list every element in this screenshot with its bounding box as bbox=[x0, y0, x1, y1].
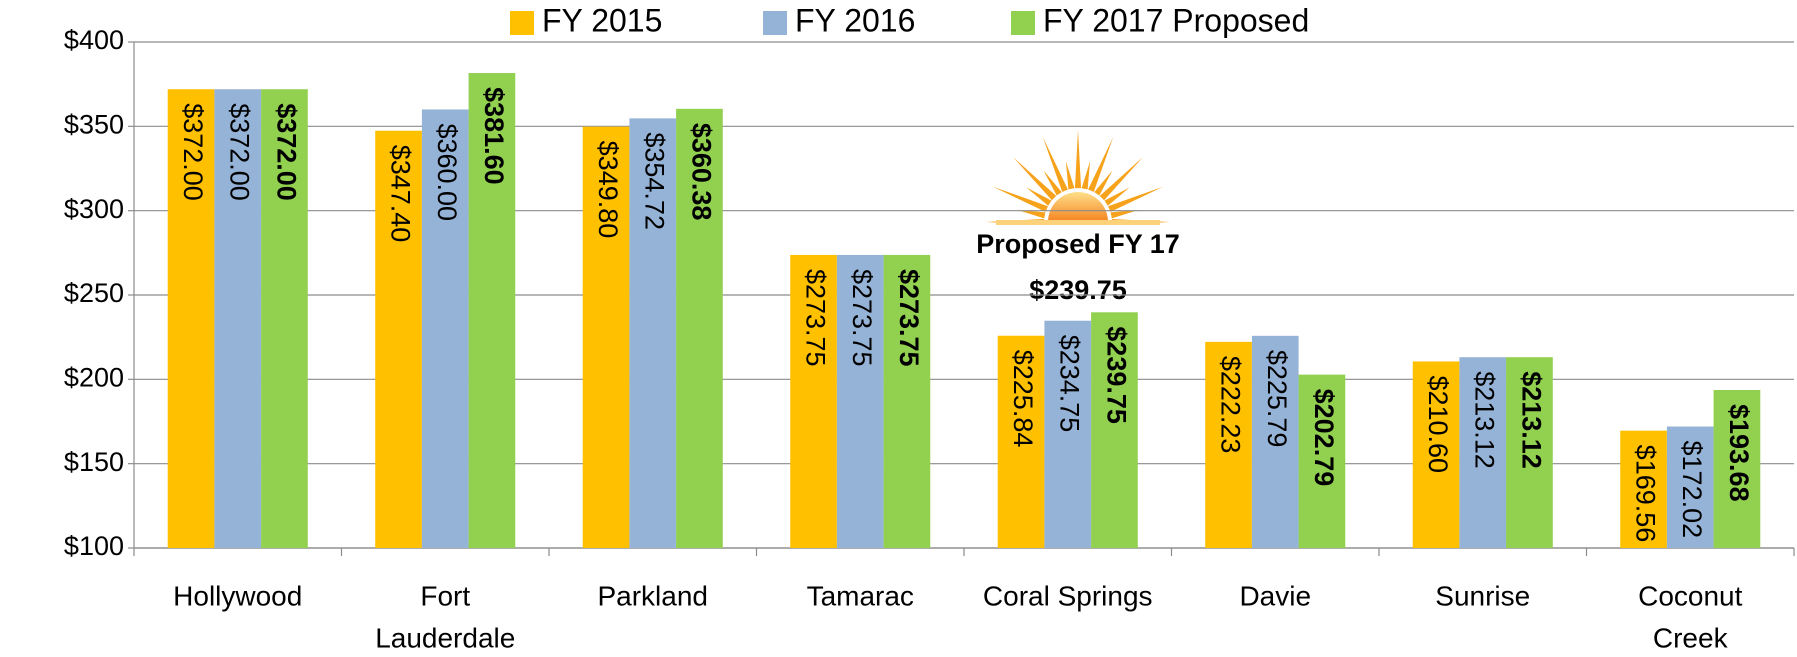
bar bbox=[883, 254, 931, 549]
value-label: $354.72 bbox=[640, 132, 670, 230]
value-label: $347.40 bbox=[385, 145, 415, 243]
sun-ray bbox=[1043, 170, 1062, 196]
x-tick-label: Parkland bbox=[597, 580, 708, 611]
sun-ray bbox=[1026, 187, 1052, 206]
value-label: $202.79 bbox=[1309, 389, 1339, 487]
bar bbox=[629, 118, 677, 549]
x-tick-label: Sunrise bbox=[1435, 580, 1530, 611]
value-label: $234.75 bbox=[1055, 335, 1085, 433]
bar bbox=[1091, 312, 1138, 548]
sun-ray bbox=[1074, 130, 1082, 189]
value-label: $273.75 bbox=[800, 269, 830, 367]
bar bbox=[261, 89, 308, 548]
value-label: $169.56 bbox=[1630, 445, 1660, 543]
sun-horizon bbox=[996, 220, 1160, 225]
legend-swatch bbox=[510, 11, 534, 35]
bar bbox=[790, 254, 837, 549]
bar bbox=[997, 335, 1045, 548]
value-label: $222.23 bbox=[1215, 356, 1245, 454]
y-tick-label: $200 bbox=[64, 362, 124, 392]
bar bbox=[214, 89, 262, 548]
annotation-line: $239.75 bbox=[1029, 275, 1127, 305]
legend-label: FY 2015 bbox=[542, 2, 662, 38]
value-label: $213.12 bbox=[1516, 371, 1546, 469]
x-tick-label: Coconut bbox=[1638, 580, 1743, 611]
value-label: $273.75 bbox=[894, 269, 924, 367]
sun-ray bbox=[1012, 156, 1057, 201]
value-label: $360.38 bbox=[686, 123, 716, 221]
value-label: $225.79 bbox=[1262, 350, 1292, 448]
value-label: $239.75 bbox=[1101, 326, 1131, 424]
value-label: $193.68 bbox=[1724, 404, 1754, 502]
bar bbox=[1205, 341, 1252, 548]
y-tick-label: $300 bbox=[64, 194, 124, 224]
sun-ray bbox=[1108, 186, 1163, 212]
legend-swatch bbox=[763, 11, 787, 35]
sun-ray bbox=[1088, 137, 1114, 192]
sun-ray bbox=[993, 186, 1048, 212]
bar bbox=[836, 254, 884, 549]
x-tick-label: Tamarac bbox=[807, 580, 914, 611]
bar bbox=[1412, 361, 1460, 548]
sun-icon bbox=[986, 130, 1170, 226]
bar bbox=[1044, 320, 1092, 548]
annotation-line: Proposed FY 17 bbox=[976, 229, 1180, 259]
x-tick-label: Hollywood bbox=[173, 580, 302, 611]
legend-label: FY 2016 bbox=[795, 2, 915, 38]
bar bbox=[1713, 389, 1761, 548]
bar bbox=[421, 109, 469, 548]
x-tick-label: Coral Springs bbox=[983, 580, 1153, 611]
sun-ray bbox=[1081, 161, 1091, 190]
value-label: $213.12 bbox=[1470, 371, 1500, 469]
value-label: $372.00 bbox=[225, 103, 255, 201]
y-tick-label: $100 bbox=[64, 531, 124, 561]
legend-label: FY 2017 Proposed bbox=[1043, 2, 1309, 38]
bar bbox=[167, 89, 215, 548]
sun-ray bbox=[1017, 209, 1046, 219]
value-label: $381.60 bbox=[479, 87, 509, 185]
bar bbox=[1666, 426, 1714, 548]
y-tick-label: $400 bbox=[64, 25, 124, 55]
x-tick-label: Creek bbox=[1653, 622, 1729, 653]
bar bbox=[676, 108, 723, 548]
sun-ray bbox=[1110, 209, 1139, 219]
value-label: $349.80 bbox=[593, 141, 623, 239]
x-tick-label: Fort bbox=[420, 580, 470, 611]
value-label: $372.00 bbox=[271, 103, 301, 201]
y-tick-label: $250 bbox=[64, 278, 124, 308]
sun-ray bbox=[1065, 161, 1075, 190]
bar bbox=[1459, 357, 1507, 548]
value-label: $273.75 bbox=[847, 269, 877, 367]
value-label: $172.02 bbox=[1677, 441, 1707, 539]
bar bbox=[1251, 335, 1299, 548]
bar bbox=[468, 73, 516, 548]
sun-ray bbox=[1042, 137, 1068, 192]
bar bbox=[1506, 357, 1553, 548]
value-label: $360.00 bbox=[432, 123, 462, 221]
value-label: $210.60 bbox=[1423, 375, 1453, 473]
value-label: $372.00 bbox=[178, 103, 208, 201]
bar bbox=[582, 126, 630, 549]
sun-ray bbox=[1094, 170, 1113, 196]
x-tick-label: Davie bbox=[1239, 580, 1311, 611]
legend-swatch bbox=[1011, 11, 1035, 35]
sun-disc bbox=[1048, 192, 1108, 222]
value-label: $225.84 bbox=[1008, 350, 1038, 448]
y-tick-label: $350 bbox=[64, 109, 124, 139]
y-tick-label: $150 bbox=[64, 447, 124, 477]
x-tick-label: Lauderdale bbox=[375, 622, 515, 653]
sun-ray bbox=[1104, 187, 1130, 206]
bar bbox=[1298, 374, 1346, 548]
sun-ray bbox=[1099, 156, 1144, 201]
bar bbox=[375, 130, 422, 548]
bar bbox=[1620, 430, 1667, 548]
